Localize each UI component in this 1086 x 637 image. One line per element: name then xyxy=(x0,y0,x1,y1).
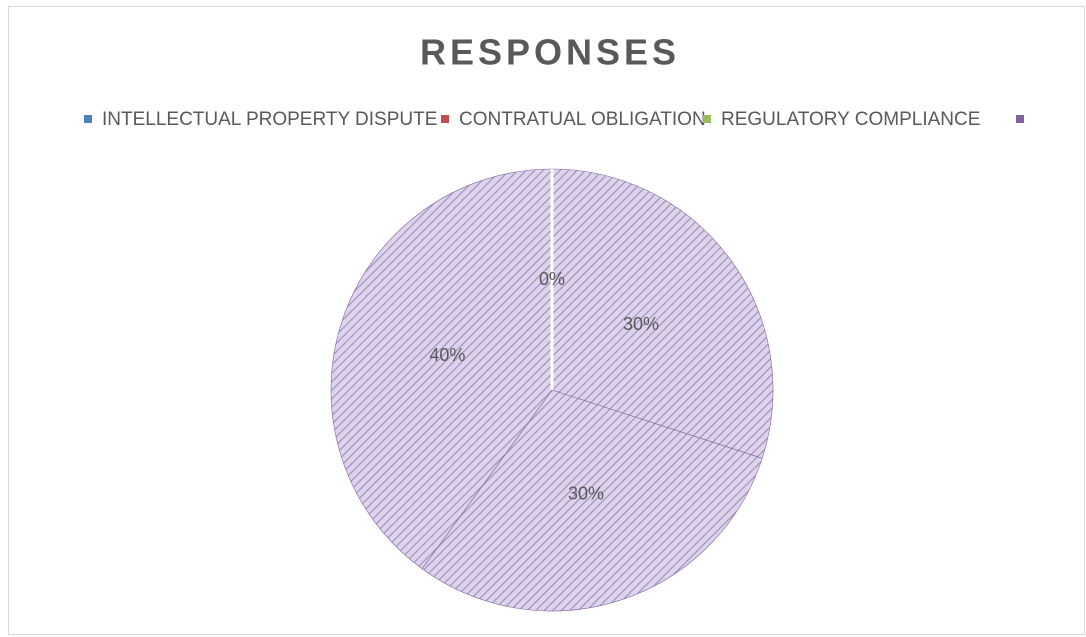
legend-label: REGULATORY COMPLIANCE xyxy=(721,109,980,130)
legend-label: INTELLECTUAL PROPERTY DISPUTE xyxy=(102,109,437,130)
pie-slice xyxy=(551,168,774,459)
legend-marker xyxy=(84,115,92,123)
legend-marker xyxy=(703,115,711,123)
chart-title: RESPONSES xyxy=(420,32,680,73)
legend-label: CONTRATUAL OBLIGATION xyxy=(459,109,706,130)
legend-marker xyxy=(441,115,449,123)
data-label: 0% xyxy=(539,269,565,289)
data-label: 40% xyxy=(429,345,465,365)
pie-slice xyxy=(421,389,763,612)
legend-marker xyxy=(1016,115,1024,123)
data-label: 30% xyxy=(623,314,659,334)
data-label: 30% xyxy=(568,483,604,503)
pie-slice xyxy=(330,168,553,570)
